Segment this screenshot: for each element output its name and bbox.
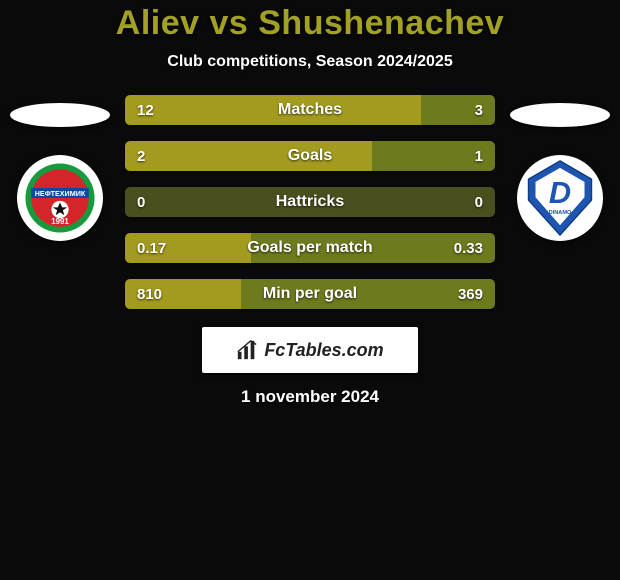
stat-label: Hattricks — [125, 193, 495, 211]
source-brand-label: FcTables.com — [264, 340, 383, 361]
stat-row: 123Matches — [125, 95, 495, 125]
stat-row: 00Hattricks — [125, 187, 495, 217]
stat-label: Min per goal — [125, 285, 495, 303]
comparison-card: Aliev vs Shushenachev Club competitions,… — [0, 0, 620, 407]
club-right-letter: D — [549, 175, 571, 210]
stat-row: 0.170.33Goals per match — [125, 233, 495, 263]
stat-row: 810369Min per goal — [125, 279, 495, 309]
subtitle: Club competitions, Season 2024/2025 — [0, 53, 620, 71]
source-brand[interactable]: FcTables.com — [202, 327, 418, 373]
stat-label: Goals per match — [125, 239, 495, 257]
club-badge-right: D DINAMO — [517, 155, 603, 241]
snapshot-date: 1 november 2024 — [0, 387, 620, 407]
comparison-body: НЕФТЕХИМИК 1991 123Matches 21Goals 00Hattr… — [0, 89, 620, 309]
club-left-year: 1991 — [51, 217, 69, 226]
club-left-label: НЕФТЕХИМИК — [35, 189, 86, 198]
dinamo-crest-icon: D DINAMO — [525, 159, 595, 237]
country-flag-right — [510, 103, 610, 127]
club-right-label: DINAMO — [549, 210, 572, 216]
club-badge-left: НЕФТЕХИМИК 1991 — [17, 155, 103, 241]
player-left-column: НЕФТЕХИМИК 1991 — [5, 89, 115, 241]
player-right-column: D DINAMO — [505, 89, 615, 241]
neftekhimik-crest-icon: НЕФТЕХИМИК 1991 — [24, 162, 96, 234]
page-title: Aliev vs Shushenachev — [0, 4, 620, 43]
stats-list: 123Matches 21Goals 00Hattricks 0.170.33Goal… — [125, 89, 495, 309]
country-flag-left — [10, 103, 110, 127]
stat-row: 21Goals — [125, 141, 495, 171]
bar-chart-icon — [236, 339, 258, 361]
stat-label: Matches — [125, 101, 495, 119]
stat-label: Goals — [125, 147, 495, 165]
